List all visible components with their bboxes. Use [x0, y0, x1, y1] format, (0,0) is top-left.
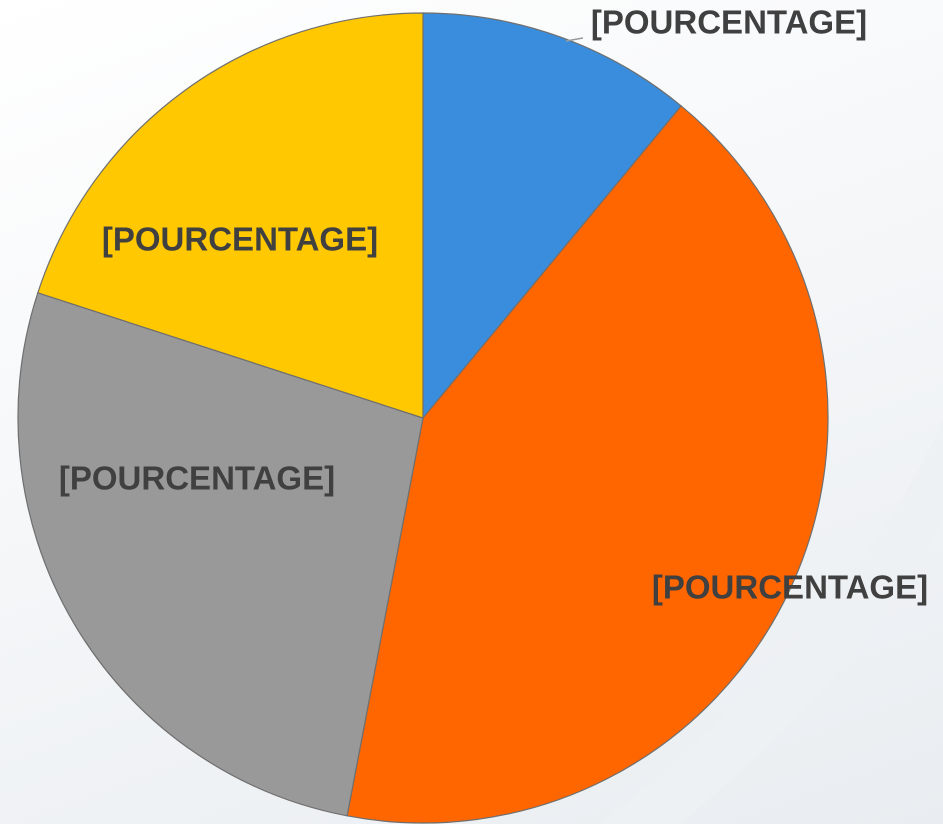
data-label: [POURCENTAGE] [652, 569, 928, 606]
data-label: [POURCENTAGE] [59, 460, 335, 497]
leader-line [565, 37, 584, 42]
pie-slice [346, 105, 829, 824]
pie-slice [17, 292, 424, 817]
labels: [POURCENTAGE] [POURCENTAGE] [POURCENTAGE] [… [59, 4, 928, 606]
data-label: [POURCENTAGE] [591, 4, 867, 41]
pie-slice [422, 12, 683, 420]
data-label: [POURCENTAGE] [102, 221, 378, 258]
slices [17, 12, 829, 824]
background-swoosh [600, 420, 943, 824]
pie-slice [37, 12, 424, 419]
